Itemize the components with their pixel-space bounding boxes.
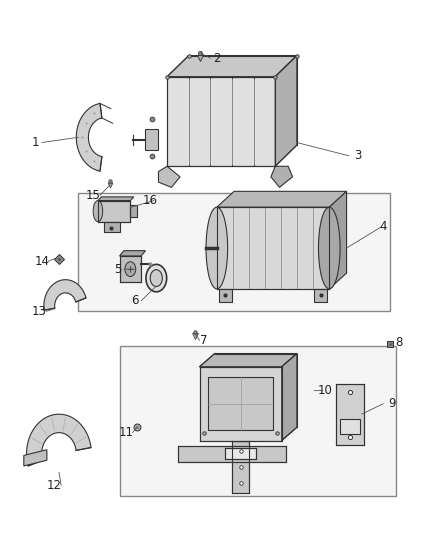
Polygon shape	[159, 166, 180, 188]
Polygon shape	[217, 207, 329, 289]
Polygon shape	[120, 256, 141, 282]
Polygon shape	[219, 289, 232, 302]
Polygon shape	[76, 103, 102, 171]
Polygon shape	[24, 450, 47, 466]
Polygon shape	[167, 55, 297, 77]
Polygon shape	[329, 191, 346, 289]
Polygon shape	[275, 55, 297, 166]
Text: 9: 9	[388, 397, 396, 410]
Polygon shape	[98, 197, 134, 200]
Polygon shape	[200, 353, 297, 367]
Polygon shape	[178, 446, 286, 462]
Polygon shape	[98, 200, 131, 222]
Ellipse shape	[125, 262, 136, 277]
Polygon shape	[282, 353, 297, 441]
Polygon shape	[120, 251, 145, 256]
Ellipse shape	[150, 270, 162, 287]
Text: 6: 6	[131, 294, 138, 308]
Text: 1: 1	[32, 136, 39, 149]
Polygon shape	[217, 191, 346, 207]
Polygon shape	[314, 289, 327, 302]
Ellipse shape	[318, 207, 340, 289]
Polygon shape	[167, 77, 275, 166]
Text: 15: 15	[86, 189, 101, 202]
Polygon shape	[232, 441, 249, 494]
Text: 4: 4	[380, 221, 387, 233]
Polygon shape	[226, 448, 256, 459]
Polygon shape	[208, 377, 273, 430]
Ellipse shape	[93, 200, 102, 222]
Ellipse shape	[146, 264, 167, 292]
Polygon shape	[104, 222, 120, 232]
Text: 14: 14	[34, 255, 49, 268]
Text: 5: 5	[114, 263, 121, 276]
Text: 10: 10	[318, 384, 332, 397]
Text: 16: 16	[142, 194, 157, 207]
Text: 11: 11	[119, 426, 134, 439]
Polygon shape	[27, 414, 91, 466]
Text: 13: 13	[32, 305, 47, 318]
Polygon shape	[271, 166, 293, 188]
Polygon shape	[145, 130, 159, 150]
Text: 8: 8	[395, 336, 402, 350]
Polygon shape	[131, 205, 137, 217]
Text: 7: 7	[200, 334, 208, 347]
Polygon shape	[340, 419, 360, 434]
Text: 3: 3	[354, 149, 361, 162]
Text: 12: 12	[47, 479, 62, 492]
Bar	[120, 345, 396, 496]
Bar	[78, 192, 390, 311]
Text: 2: 2	[213, 52, 221, 64]
Polygon shape	[44, 280, 86, 310]
Ellipse shape	[206, 207, 228, 289]
Polygon shape	[200, 367, 282, 441]
Polygon shape	[336, 384, 364, 445]
